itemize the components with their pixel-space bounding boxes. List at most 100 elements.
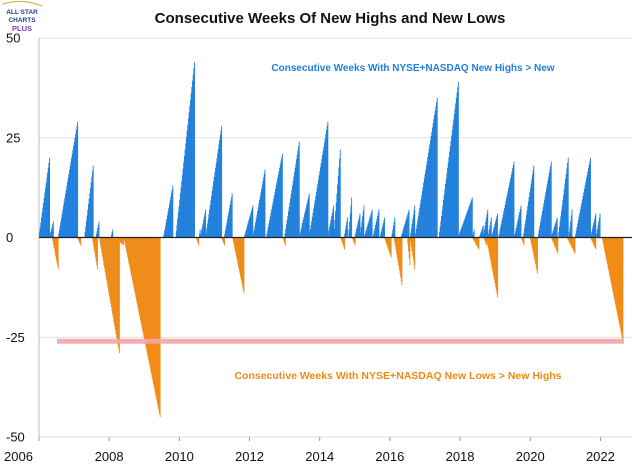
new-highs-bar [484, 225, 486, 238]
new-highs-bar [43, 202, 44, 238]
new-highs-bar [377, 212, 379, 238]
new-highs-bar [300, 231, 301, 238]
x-tick-label: 2016 [375, 449, 404, 464]
x-tick-label: 2010 [165, 449, 194, 464]
new-highs-bar [177, 218, 179, 238]
new-lows-bar [130, 237, 132, 275]
new-highs-bar [312, 212, 314, 238]
new-highs-bar [304, 211, 306, 238]
new-highs-bar [529, 188, 531, 238]
new-lows-bar [125, 237, 127, 248]
new-highs-bar [87, 204, 89, 238]
new-highs-bar [271, 206, 273, 238]
new-highs-bar [382, 223, 384, 238]
new-lows-bar [351, 237, 353, 240]
new-lows-bar [396, 237, 398, 258]
new-highs-bar [473, 229, 475, 238]
new-highs-bar [498, 234, 500, 238]
new-highs-bar [429, 144, 431, 238]
new-lows-bar [573, 237, 575, 251]
new-highs-bar [301, 225, 303, 238]
new-lows-bar [146, 237, 148, 354]
new-lows-bar [556, 237, 557, 251]
new-highs-bar [220, 130, 222, 238]
new-highs-bar [252, 205, 254, 238]
new-highs-bar [261, 188, 263, 238]
new-highs-bar [590, 157, 591, 238]
new-highs-bar [51, 226, 53, 238]
new-highs-bar [302, 222, 303, 238]
new-highs-bar [95, 234, 97, 238]
new-highs-bar [495, 221, 496, 238]
new-lows-bar [152, 237, 154, 381]
new-lows-bar [610, 237, 612, 285]
new-highs-bar [514, 234, 516, 238]
new-highs-bar [270, 213, 272, 238]
new-highs-bar [225, 226, 227, 238]
new-lows-bar [595, 237, 597, 250]
new-highs-bar [215, 163, 217, 238]
new-highs-bar [577, 220, 579, 238]
new-highs-bar [449, 146, 451, 238]
new-highs-bar [288, 207, 290, 238]
new-lows-bar [621, 237, 623, 338]
new-highs-bar [539, 226, 541, 238]
new-highs-bar [73, 141, 75, 238]
new-lows-bar [242, 237, 244, 291]
new-highs-bar [366, 225, 368, 238]
threshold-band [57, 338, 624, 344]
new-lows-bar [121, 237, 123, 245]
new-highs-bar [63, 201, 65, 238]
new-lows-bar [487, 237, 488, 245]
new-lows-bar [400, 237, 402, 278]
new-highs-bar [207, 218, 209, 238]
new-highs-bar [284, 233, 286, 238]
new-highs-bar [581, 202, 583, 238]
new-highs-bar [436, 97, 438, 238]
new-lows-bar [593, 237, 595, 245]
new-lows-bar [387, 237, 389, 248]
new-highs-bar [327, 121, 329, 238]
new-lows-bar [609, 237, 611, 278]
new-lows-bar [102, 237, 103, 257]
new-highs-bar [419, 207, 421, 238]
new-lows-bar [475, 237, 476, 244]
new-highs-bar [429, 140, 431, 238]
new-highs-bar [165, 222, 167, 238]
new-lows-bar [621, 237, 622, 335]
new-highs-bar [410, 228, 412, 238]
new-lows-bar [104, 237, 105, 269]
new-lows-bar [137, 237, 139, 308]
new-lows-bar [155, 237, 157, 398]
new-highs-bar [71, 157, 73, 238]
new-highs-bar [458, 235, 460, 238]
new-lows-bar [118, 237, 120, 242]
new-lows-bar [122, 237, 124, 245]
new-lows-bar [554, 237, 556, 248]
new-highs-bar [520, 205, 522, 238]
new-highs-bar [50, 232, 52, 238]
new-highs-bar [344, 229, 346, 238]
new-lows-bar [100, 237, 102, 250]
new-lows-bar [78, 237, 80, 243]
new-highs-bar [370, 214, 372, 238]
new-highs-bar [434, 110, 436, 238]
x-tick-label: 2014 [305, 449, 334, 464]
new-highs-bar [455, 97, 457, 238]
new-highs-bar [486, 213, 488, 238]
new-highs-bar [371, 211, 372, 238]
new-highs-bar [89, 193, 91, 238]
new-highs-bar [306, 202, 308, 238]
new-lows-bar [570, 237, 572, 246]
new-lows-bar [79, 237, 81, 244]
new-highs-bar [50, 229, 52, 238]
new-highs-bar [362, 210, 364, 238]
new-highs-bar [60, 221, 62, 238]
new-lows-bar [567, 237, 568, 239]
new-highs-bar [275, 185, 277, 238]
new-highs-bar [453, 114, 455, 238]
new-highs-bar [171, 189, 173, 238]
new-lows-bar [196, 237, 198, 242]
new-highs-bar [462, 224, 464, 238]
new-highs-bar [403, 228, 405, 238]
